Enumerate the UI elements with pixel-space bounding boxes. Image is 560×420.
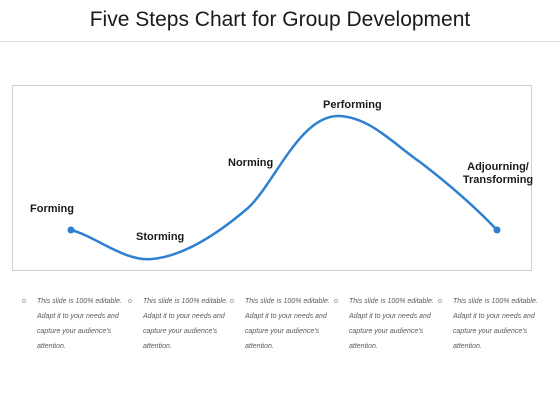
stage-label-performing: Performing — [323, 99, 382, 111]
note-bullet: o — [334, 298, 338, 305]
stage-label-forming: Forming — [30, 203, 74, 215]
stage-label-adjourning: Adjourning/ Transforming — [462, 161, 534, 186]
note-text: This slide is 100% editable. Adapt it to… — [245, 298, 330, 350]
stage-label-storming: Storming — [136, 231, 185, 243]
stage-label-norming: Norming — [228, 157, 274, 169]
title-divider — [0, 41, 560, 42]
note-bullet: o — [230, 298, 234, 305]
end-marker — [493, 226, 501, 234]
diagram-panel — [12, 85, 532, 271]
development-curve — [69, 114, 499, 261]
note-bullet: o — [438, 298, 442, 305]
notes-row: o This slide is 100% editable. Adapt it … — [0, 294, 560, 354]
note-text: This slide is 100% editable. Adapt it to… — [453, 298, 538, 350]
note-bullet: o — [128, 298, 132, 305]
start-marker — [67, 226, 75, 234]
note-text: This slide is 100% editable. Adapt it to… — [143, 298, 228, 350]
note-text: This slide is 100% editable. Adapt it to… — [349, 298, 434, 350]
note-text: This slide is 100% editable. Adapt it to… — [37, 298, 122, 350]
page-title: Five Steps Chart for Group Development — [89, 8, 471, 31]
note-bullet: o — [22, 298, 26, 305]
